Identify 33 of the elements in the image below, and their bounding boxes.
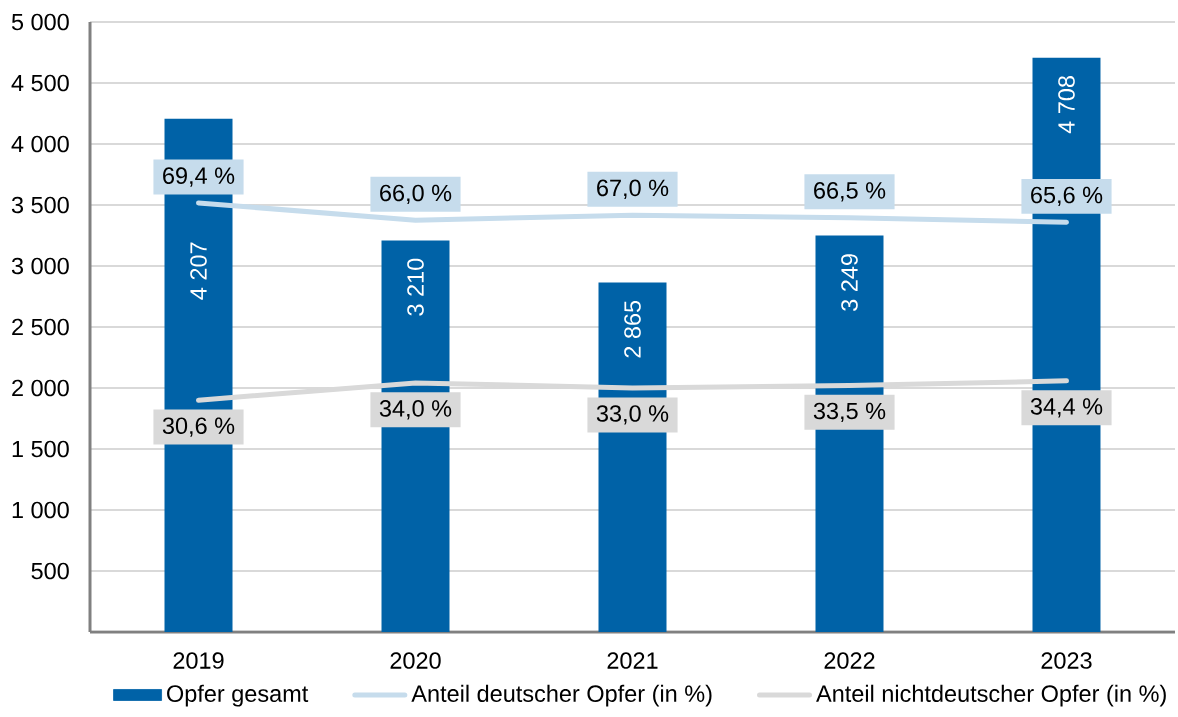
data-label: 34,4 % xyxy=(1030,398,1103,418)
data-label: 3 249 xyxy=(841,254,858,311)
data-label: 4 708 xyxy=(1058,76,1075,134)
data-label: 2 865 xyxy=(624,300,641,358)
data-label: 66,5 % xyxy=(814,182,886,202)
x-tick-label: 2022 xyxy=(824,652,875,669)
data-label: 69,4 % xyxy=(163,167,235,187)
legend-label: Anteil nichtdeutscher Opfer (in %) xyxy=(816,684,1166,707)
x-tick-label: 2023 xyxy=(1041,652,1092,669)
data-label: 65,6 % xyxy=(1031,186,1103,207)
y-tick-label: 2 000 xyxy=(12,379,69,397)
data-label: 33,0 % xyxy=(596,405,669,425)
y-tick-label: 1 000 xyxy=(12,501,69,519)
y-tick-label: 3 500 xyxy=(11,196,69,214)
y-tick-label: 1 500 xyxy=(12,440,69,458)
y-tick-label: 3 000 xyxy=(11,257,69,275)
x-tick-label: 2020 xyxy=(390,652,441,669)
y-tick-label: 500 xyxy=(31,562,69,580)
data-label: 33,5 % xyxy=(813,402,886,423)
data-label: 34,0 % xyxy=(379,400,452,420)
x-tick-label: 2021 xyxy=(607,652,658,669)
legend-label: Anteil deutscher Opfer (in %) xyxy=(411,684,712,707)
data-label: 66,0 % xyxy=(380,184,452,205)
legend-label: Opfer gesamt xyxy=(167,684,309,707)
data-label: 3 210 xyxy=(407,258,424,316)
data-label: 67,0 % xyxy=(597,179,669,199)
y-tick-label: 4 500 xyxy=(11,74,69,92)
x-tick-label: 2019 xyxy=(173,652,224,669)
data-label: 30,6 % xyxy=(162,417,235,437)
y-tick-label: 4 000 xyxy=(11,135,69,153)
y-tick-label: 2 500 xyxy=(12,318,69,336)
data-label: 4 207 xyxy=(190,242,207,300)
y-tick-label: 5 000 xyxy=(11,13,69,31)
